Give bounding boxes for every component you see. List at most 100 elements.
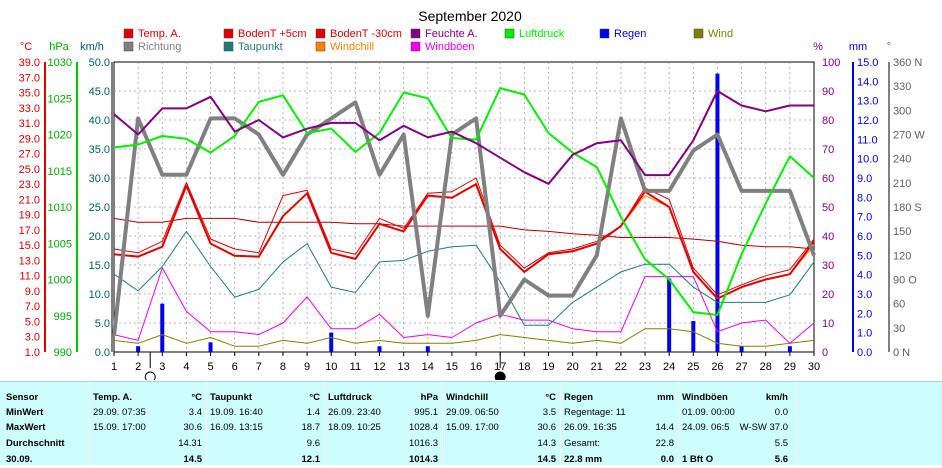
tick-label-temp: 33.0 xyxy=(19,103,40,115)
legend-item: Luftdruck xyxy=(504,28,565,40)
legend-label: Windchill xyxy=(330,41,374,53)
stats-cell: 1014.3 xyxy=(328,454,438,468)
tick-label-direction: 300 xyxy=(893,105,911,117)
stats-cell-label: 19.09. 16:40 xyxy=(210,407,263,418)
rain-bar xyxy=(329,332,334,352)
stats-column-title: Regen mm xyxy=(564,392,674,403)
x-tick-label: 19 xyxy=(542,361,554,373)
series-line-wind xyxy=(113,328,815,347)
stats-cell: 15.09. 17:00 30.6 xyxy=(446,422,556,436)
stats-cell-value: 18.7 xyxy=(301,422,321,433)
axes: °C hPa km/h% mm ° 39.0 37.0 35.0 33.0 31.0 29.0 27.… xyxy=(19,41,926,359)
tick-label-wind: 40.0 xyxy=(89,115,110,127)
tick-label-wind: 15.0 xyxy=(89,260,110,272)
stats-column: Taupunkt °C 19.09. 16:40 1.4 16.09. 13:15 18.… xyxy=(210,382,324,465)
tick-label-pressure: 1025 xyxy=(48,93,72,105)
stats-cell-value: 14.4 xyxy=(655,422,675,433)
tick-label-rain: 5.0 xyxy=(857,250,872,262)
x-tick-label: 1 xyxy=(111,361,117,373)
stats-cell: 29.09. 06:50 3.5 xyxy=(446,407,556,421)
x-tick-label: 27 xyxy=(735,361,747,373)
legend-item: Feuchte A. xyxy=(410,28,478,40)
tick-label-temp: 1.0 xyxy=(25,347,40,359)
tick-label-wind: 20.0 xyxy=(89,231,110,243)
tick-label-pressure: 990 xyxy=(54,347,72,359)
x-tick-label: 16 xyxy=(470,361,482,373)
tick-label-temp: 35.0 xyxy=(19,88,40,100)
tick-label-temp: 27.0 xyxy=(19,149,40,161)
legend-label: BodenT +5cm xyxy=(238,28,307,40)
stats-column: Windchill °C 29.09. 06:50 3.5 15.09. 17:00 30… xyxy=(446,382,560,465)
stats-cell-value: 995.1 xyxy=(414,407,438,418)
series-line-richtung xyxy=(112,100,816,337)
stats-column: Temp. A. °C 29.09. 07:35 3.4 15.09. 17:00 30.… xyxy=(93,382,206,465)
rain-bar xyxy=(425,346,430,352)
stats-cell-value: 14.3 xyxy=(537,438,557,449)
tick-label-rain: 0.0 xyxy=(857,347,872,359)
series-line-temp-a- xyxy=(113,183,815,300)
x-tick-label: 9 xyxy=(304,361,310,373)
stats-cell-value: 1.4 xyxy=(306,407,320,418)
series-line-luftdruck xyxy=(113,87,815,316)
stats-column-unit: mm xyxy=(657,392,674,403)
tick-label-pressure: 1020 xyxy=(48,130,72,142)
stats-cell-value: 3.4 xyxy=(188,407,202,418)
legend-swatch xyxy=(410,41,421,52)
stats-cell: 29.09. 07:35 3.4 xyxy=(93,407,202,421)
stats-cell: 26.09. 23:40 995.1 xyxy=(328,407,438,421)
stats-cell-label: 24.09. 06:5 xyxy=(682,422,730,433)
stats-cell-label: 26.09. 23:40 xyxy=(328,407,381,418)
legend-label: Temp. A. xyxy=(138,28,181,40)
series-line-bodent-5cm xyxy=(113,177,815,296)
x-tick-label: 22 xyxy=(615,361,627,373)
tick-label-wind: 0.0 xyxy=(95,347,110,359)
stats-cell: Gesamt: 22.8 xyxy=(564,438,674,452)
series-line-taupunkt xyxy=(113,230,815,326)
axis-unit-direction: ° xyxy=(887,41,891,53)
series-line-feuchte-a- xyxy=(113,90,814,185)
x-tick-label: 24 xyxy=(663,361,675,373)
stats-cell-label: Gesamt: xyxy=(564,438,600,449)
legend-label: Feuchte A. xyxy=(425,28,478,40)
axis-unit-pressure: hPa xyxy=(49,41,69,53)
tick-label-direction: 360 N xyxy=(893,57,922,69)
legend-swatch xyxy=(123,41,134,52)
tick-label-rain: 10.0 xyxy=(857,154,878,166)
stats-cell-value: 0.0 xyxy=(660,454,674,465)
tick-label-pressure: 1015 xyxy=(48,166,72,178)
x-tick-label: 26 xyxy=(711,361,723,373)
legend-label: BodenT -30cm xyxy=(330,28,402,40)
stats-cell-value: 22.8 xyxy=(655,438,675,449)
row-label-today: 30.09. xyxy=(6,454,33,465)
x-tick-label: 12 xyxy=(373,361,385,373)
rain-bar xyxy=(160,303,165,352)
tick-label-pressure: 995 xyxy=(54,311,72,323)
tick-label-direction: 90 O xyxy=(893,275,917,287)
legend-swatch xyxy=(123,28,134,39)
row-label-avg: Durchschnitt xyxy=(6,438,65,449)
stats-cell-label: 18.09. 10:25 xyxy=(328,422,381,433)
legend-item: Temp. A. xyxy=(123,28,181,40)
tick-label-direction: 120 xyxy=(893,250,911,262)
tick-label-direction: 240 xyxy=(893,154,911,166)
tick-label-direction: 60 xyxy=(893,299,905,311)
row-label-min: MinWert xyxy=(6,407,44,418)
legend-swatch xyxy=(693,28,704,39)
tick-label-temp: 19.0 xyxy=(19,210,40,222)
x-tick-label: 14 xyxy=(422,361,434,373)
rain-bar xyxy=(691,321,696,352)
stats-cell: 16.09. 13:15 18.7 xyxy=(210,422,320,436)
tick-label-humidity: 40 xyxy=(822,231,834,243)
tick-label-rain: 9.0 xyxy=(857,173,872,185)
stats-column-unit: km/h xyxy=(765,392,788,403)
tick-label-rain: 4.0 xyxy=(857,270,872,282)
stats-cell: 14.31 xyxy=(93,438,202,452)
tick-label-direction: 180 S xyxy=(893,202,922,214)
tick-label-direction: 150 xyxy=(893,226,911,238)
legend-swatch xyxy=(599,28,610,39)
tick-label-humidity: 30 xyxy=(822,260,834,272)
stats-cell-label: 01.09. 00:00 xyxy=(682,407,735,418)
stats-cell-value: 9.6 xyxy=(306,438,320,449)
x-tick-label: 21 xyxy=(591,361,603,373)
stats-column: Regen mm Regentage: 11 26.09. 16:35 14.4 Gesa… xyxy=(564,382,678,465)
